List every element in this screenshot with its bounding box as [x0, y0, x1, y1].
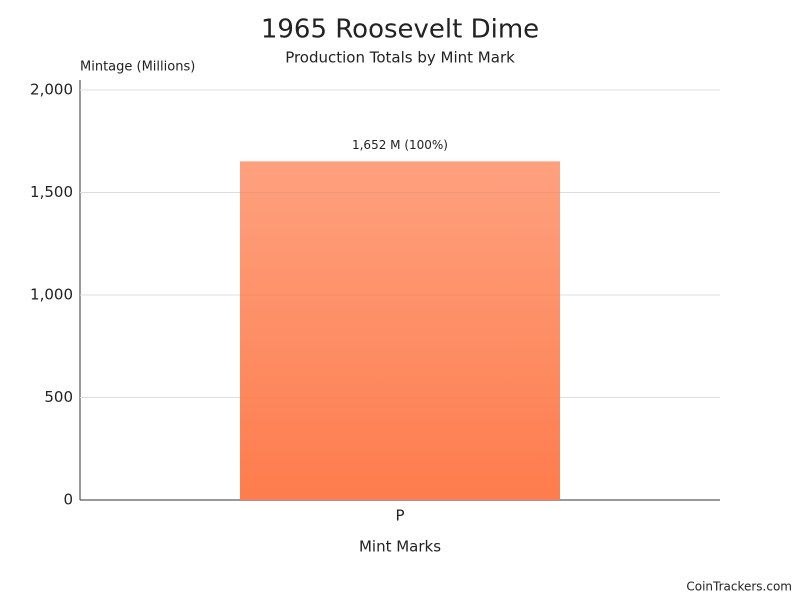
y-tick-label: 1,000	[30, 286, 73, 304]
y-tick-label: 2,000	[30, 81, 73, 99]
value-label: 1,652 M (100%)	[352, 138, 448, 152]
y-axis-label: Mintage (Millions)	[80, 60, 195, 75]
chart-title: 1965 Roosevelt Dime	[261, 15, 539, 45]
x-axis-label: Mint Marks	[359, 538, 441, 556]
y-tick-label: 1,500	[30, 183, 73, 201]
bar	[240, 161, 560, 500]
y-tick-label: 500	[44, 388, 73, 406]
y-tick-label: 0	[63, 491, 73, 509]
x-tick-label: P	[395, 507, 404, 525]
chart-subtitle: Production Totals by Mint Mark	[285, 49, 515, 67]
credit: CoinTrackers.com	[686, 580, 792, 594]
